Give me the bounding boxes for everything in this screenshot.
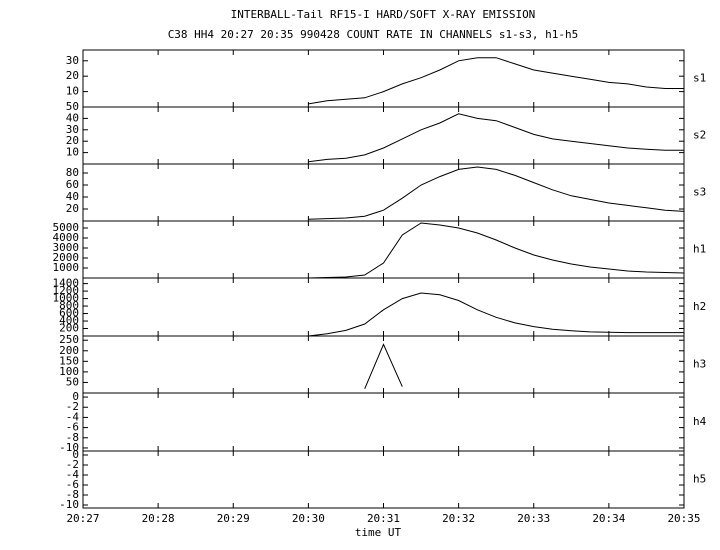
x-tick-label: 20:33 [517, 512, 550, 525]
y-tick-label: 600 [59, 307, 79, 320]
panel-label: h1 [693, 243, 706, 256]
data-line [308, 292, 684, 337]
x-tick-label: 20:30 [292, 512, 325, 525]
y-tick-label: 20 [66, 134, 79, 147]
y-tick-label: 400 [59, 314, 79, 327]
y-tick-label: 40 [66, 111, 79, 124]
y-tick-label: 100 [59, 365, 79, 378]
y-tick-label: 30 [66, 123, 79, 136]
y-tick-label: -10 [59, 441, 79, 454]
y-tick-label: 10 [66, 146, 79, 159]
x-tick-label: 20:27 [66, 512, 99, 525]
y-tick-label: 80 [66, 166, 79, 179]
data-line [308, 222, 685, 279]
y-tick-label: 20 [66, 202, 79, 215]
y-tick-label: -4 [66, 468, 80, 481]
y-tick-label: -8 [66, 488, 79, 501]
y-tick-label: 0 [72, 448, 79, 461]
panel-label: s1 [693, 72, 706, 85]
panel-label: s3 [693, 186, 706, 199]
chart-subtitle: C38 HH4 20:27 20:35 990428 COUNT RATE IN… [168, 28, 579, 41]
x-axis-label: time UT [355, 526, 402, 539]
y-tick-label: 800 [59, 299, 79, 312]
y-tick-label: 50 [66, 100, 79, 113]
x-tick-label: 20:35 [667, 512, 700, 525]
chart-title: INTERBALL-Tail RF15-I HARD/SOFT X-RAY EM… [231, 8, 536, 21]
y-tick-label: 1000 [53, 292, 80, 305]
y-tick-label: -6 [66, 421, 79, 434]
y-tick-label: 150 [59, 354, 79, 367]
y-tick-label: -4 [66, 410, 80, 423]
y-tick-label: -8 [66, 431, 79, 444]
y-tick-label: 200 [59, 322, 79, 335]
x-tick-label: 20:32 [442, 512, 475, 525]
x-tick-label: 20:34 [592, 512, 625, 525]
panel-label: h4 [693, 415, 707, 428]
y-tick-label: 5000 [53, 221, 80, 234]
y-tick-label: 10 [66, 85, 79, 98]
y-tick-label: 1200 [53, 284, 80, 297]
y-tick-label: -6 [66, 478, 79, 491]
y-tick-label: 250 [59, 333, 79, 346]
data-line [364, 343, 403, 389]
panel-label: h5 [693, 473, 706, 486]
y-tick-label: 30 [66, 54, 79, 67]
y-tick-label: -10 [59, 498, 79, 511]
x-tick-label: 20:28 [142, 512, 175, 525]
y-tick-label: 50 [66, 375, 79, 388]
y-tick-label: 40 [66, 190, 79, 203]
y-tick-label: -2 [66, 458, 79, 471]
x-tick-label: 20:29 [217, 512, 250, 525]
panel-label: s2 [693, 129, 706, 142]
panel-label: h2 [693, 300, 706, 313]
y-tick-label: -2 [66, 400, 79, 413]
y-tick-label: 1000 [53, 261, 80, 274]
y-tick-label: 2000 [53, 251, 80, 264]
panel-label: h3 [693, 358, 706, 371]
data-line [308, 57, 684, 105]
y-tick-label: 1400 [53, 277, 80, 290]
y-tick-label: 60 [66, 178, 79, 191]
y-tick-label: 200 [59, 344, 79, 357]
x-tick-label: 20:31 [367, 512, 400, 525]
data-line [308, 166, 685, 220]
y-tick-label: 0 [72, 390, 79, 403]
y-tick-label: 20 [66, 69, 79, 82]
y-tick-label: 3000 [53, 241, 80, 254]
data-line [308, 113, 684, 163]
y-tick-label: 4000 [53, 231, 80, 244]
